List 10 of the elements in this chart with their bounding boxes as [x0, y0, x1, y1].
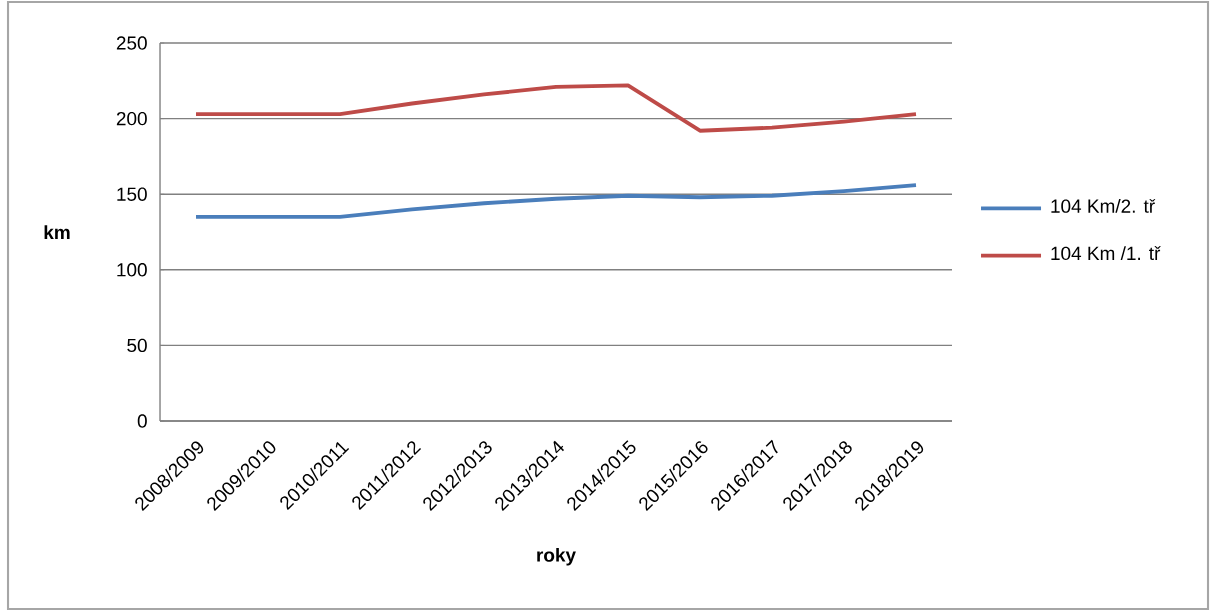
y-tick-label: 0: [137, 414, 147, 428]
y-axis-title: km: [44, 225, 70, 239]
y-tick-label: 200: [116, 111, 147, 126]
y-tick-label: 50: [127, 338, 147, 353]
legend-label: 104 Km/2. tř: [1051, 198, 1156, 213]
y-tick-label: 150: [117, 187, 147, 201]
y-tick-label: 100: [117, 263, 147, 277]
x-axis-title: roky: [537, 547, 576, 566]
y-tick-label: 250: [116, 36, 147, 50]
legend-label: 104 Km /1. tř: [1051, 246, 1161, 261]
